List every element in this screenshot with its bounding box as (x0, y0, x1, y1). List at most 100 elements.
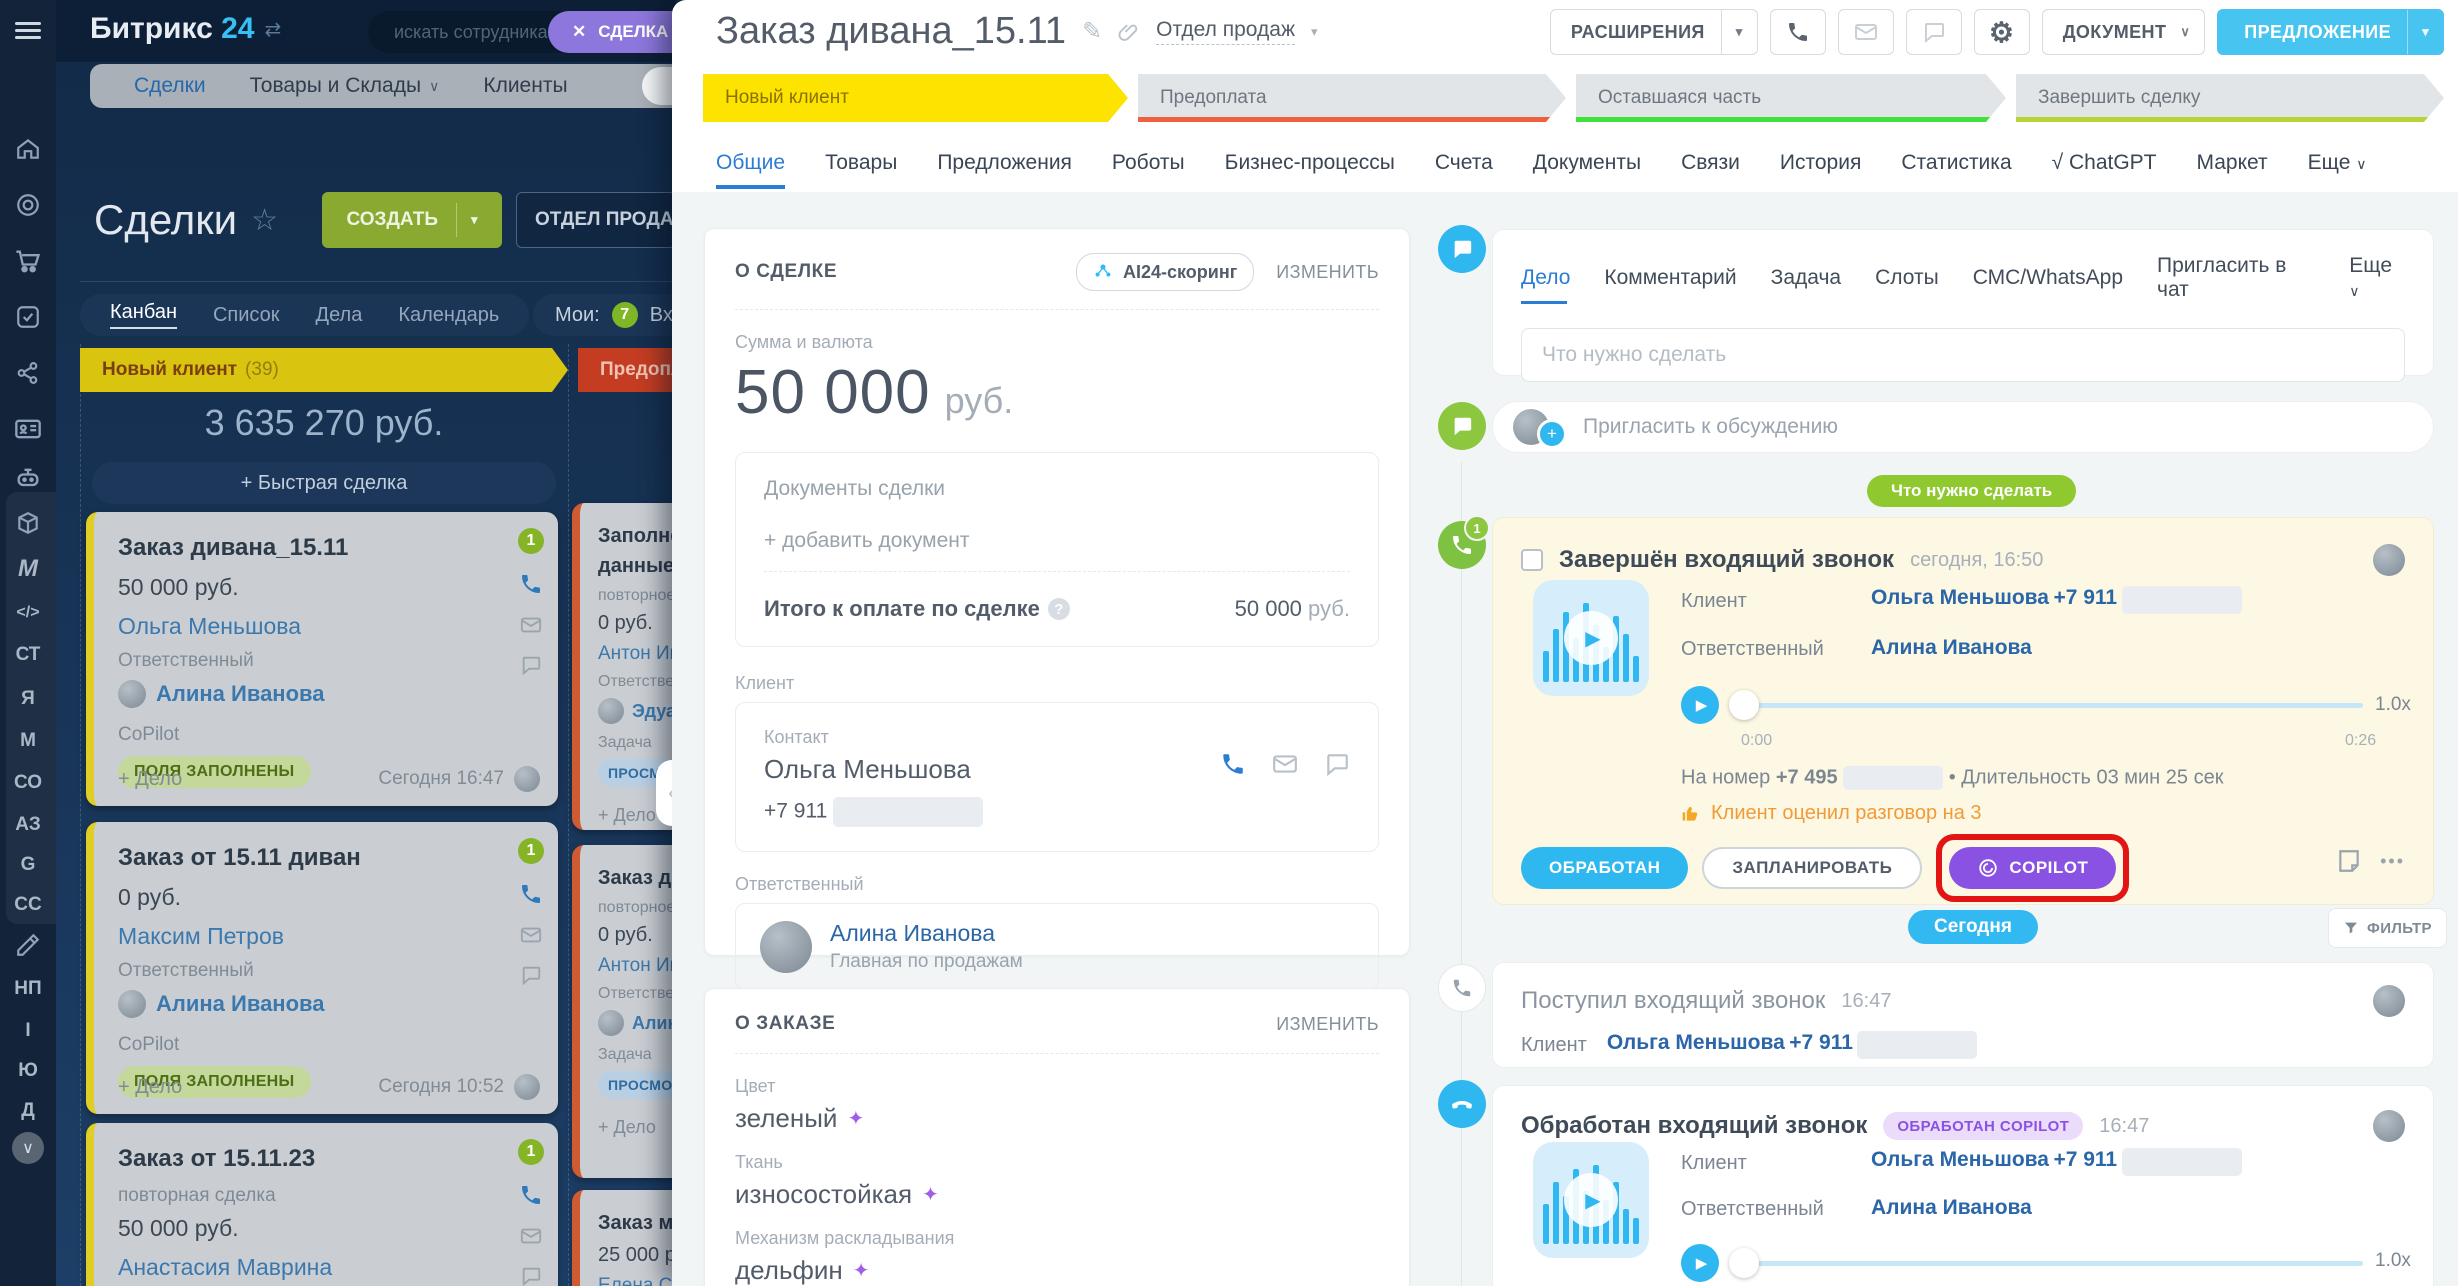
home-icon[interactable] (0, 126, 56, 172)
tl-tab-task[interactable]: Задача (1770, 266, 1842, 289)
responsible-link[interactable]: Алина Иванова (1871, 636, 2032, 659)
code-icon[interactable]: </> (16, 604, 40, 621)
contact-phone[interactable]: +7 911 (764, 797, 1350, 827)
tab-links[interactable]: Связи (1681, 151, 1740, 174)
add-activity-link[interactable]: + Дело (118, 767, 183, 790)
view-list[interactable]: Список (212, 303, 280, 326)
tasks-icon[interactable] (0, 294, 56, 340)
phone-icon[interactable] (519, 572, 543, 596)
mail-icon[interactable] (520, 614, 542, 636)
star-icon[interactable]: ☆ (251, 203, 279, 237)
app-ct-icon[interactable]: СТ (15, 644, 41, 665)
audio-handle[interactable] (1729, 1248, 1759, 1278)
responsible-link[interactable]: Алина Иванова (156, 681, 325, 706)
stage-column-prepayment[interactable]: Предоплата(3 (578, 348, 676, 392)
app-np-icon[interactable]: НП (14, 978, 42, 999)
edit-link[interactable]: ИЗМЕНИТЬ (1276, 1013, 1379, 1034)
mail-icon[interactable] (520, 924, 542, 946)
phone-icon[interactable] (519, 882, 543, 906)
tl-tab-more[interactable]: Еще ∨ (2349, 254, 2392, 299)
crm-target-icon[interactable] (0, 182, 56, 228)
extensions-button[interactable]: РАСШИРЕНИЯ ▾ (1549, 9, 1758, 55)
app-d-icon[interactable]: Д (21, 1100, 35, 1121)
app-g-icon[interactable]: G (20, 854, 36, 875)
client-phone-link[interactable]: Ольга Меньшова +7 911 (1871, 1148, 2242, 1176)
tab-robots[interactable]: Роботы (1111, 151, 1185, 174)
contact-name-link[interactable]: Ольга Меньшова (764, 754, 971, 784)
chat-icon[interactable] (520, 964, 542, 986)
deal-card[interactable]: Заказ дивана_15.11 50 000 руб. Ольга Мен… (86, 512, 558, 806)
client-phone-link[interactable]: Ольга Меньшова +7 911 (1871, 586, 2242, 614)
copilot-button[interactable]: COPILOT (1949, 847, 2117, 889)
play-button[interactable]: ▶ (1681, 1244, 1719, 1282)
app-yu-icon[interactable]: Ю (18, 1060, 38, 1081)
stage-column-new-client[interactable]: Новый клиент (39) (80, 348, 568, 392)
chat-icon[interactable] (1324, 751, 1350, 777)
tab-bizproc[interactable]: Бизнес-процессы (1224, 151, 1395, 174)
phone-icon[interactable] (519, 1183, 543, 1207)
tab-invoices[interactable]: Счета (1434, 151, 1493, 174)
menu-icon[interactable] (15, 18, 41, 43)
tl-tab-activity[interactable]: Дело (1521, 266, 1571, 304)
mail-icon[interactable] (520, 1225, 542, 1247)
play-button[interactable]: ▶ (1681, 686, 1719, 724)
tab-general[interactable]: Общие (716, 151, 786, 189)
add-activity-link[interactable]: + Дело (598, 1117, 656, 1137)
chevron-down-icon[interactable]: ▾ (1735, 24, 1743, 39)
department-link[interactable]: Отдел продаж (1156, 18, 1295, 45)
audio-track[interactable] (1743, 1261, 2363, 1266)
paperclip-icon[interactable] (1118, 21, 1140, 43)
processed-button[interactable]: ОБРАБОТАН (1521, 847, 1689, 889)
note-icon[interactable] (2336, 848, 2362, 874)
deal-title[interactable]: Заказ дивана_15.11 (716, 10, 1067, 52)
network-icon[interactable] (0, 350, 56, 396)
invite-discussion-row[interactable]: + Пригласить к обсуждению (1492, 401, 2434, 453)
ai-scoring-button[interactable]: AI24-скоринг (1076, 253, 1255, 291)
app-ss-icon[interactable]: СС (14, 894, 42, 915)
today-pill[interactable]: Сегодня (1908, 910, 2038, 944)
tab-documents[interactable]: Документы (1532, 151, 1642, 174)
stage-prepayment[interactable]: Предоплата (1138, 74, 1566, 122)
sales-dept-button[interactable]: ОТДЕЛ ПРОДАЖ (516, 192, 676, 248)
pen-icon[interactable] (0, 922, 56, 968)
create-deal-button[interactable]: СОЗДАТЬ ▾ (322, 192, 502, 248)
collapse-more-icon[interactable]: ∨ (12, 1132, 44, 1164)
sites-box-icon[interactable] (0, 500, 56, 546)
schedule-button[interactable]: ЗАПЛАНИРОВАТЬ (1702, 847, 1923, 889)
switch-arrows-icon[interactable]: ⇄ (264, 18, 282, 41)
audio-thumbnail[interactable]: ▶ (1533, 1142, 1649, 1258)
gear-icon[interactable]: ⚙ (1973, 9, 2030, 55)
edit-link[interactable]: ИЗМЕНИТЬ (1276, 261, 1379, 282)
tab-products[interactable]: Товары (825, 151, 898, 174)
add-activity-link[interactable]: + Дело (598, 805, 656, 825)
quick-deal-button[interactable]: + Быстрая сделка (92, 462, 556, 504)
tab-quotes[interactable]: Предложения (937, 151, 1072, 174)
view-activities[interactable]: Дела (315, 303, 363, 326)
tab-chatgpt[interactable]: √ ChatGPT (2051, 151, 2157, 174)
tl-tab-invite[interactable]: Пригласить в чат (2157, 254, 2287, 301)
play-icon[interactable]: ▶ (1564, 611, 1618, 665)
phone-icon[interactable] (1220, 751, 1246, 777)
close-icon[interactable]: ✕ (572, 22, 587, 41)
audio-track[interactable] (1743, 703, 2363, 708)
filter-button[interactable]: ФИЛЬТР (2328, 908, 2447, 948)
add-activity-link[interactable]: + Дело (118, 1075, 183, 1098)
view-calendar[interactable]: Календарь (398, 303, 500, 326)
tab-history[interactable]: История (1779, 151, 1862, 174)
offer-button[interactable]: ПРЕДЛОЖЕНИЕ ▾ (2217, 9, 2444, 55)
tl-tab-slots[interactable]: Слоты (1875, 266, 1939, 289)
add-document-link[interactable]: + добавить документ (764, 529, 970, 552)
responsible-link[interactable]: Алина Иванова (156, 991, 325, 1016)
checkbox[interactable] (1521, 549, 1543, 571)
stage-close-deal[interactable]: Завершить сделку (2016, 74, 2444, 122)
tab-market[interactable]: Маркет (2196, 151, 2268, 174)
client-link[interactable]: Елена Смир (598, 1275, 707, 1286)
more-menu-icon[interactable]: ••• (2380, 850, 2405, 871)
chat-icon[interactable] (520, 1265, 542, 1286)
responsible-link[interactable]: Алина Иванова (1871, 1196, 2032, 1219)
tab-statistics[interactable]: Статистика (1901, 151, 2012, 174)
field-value[interactable]: зеленый ✦ (735, 1103, 865, 1133)
client-link[interactable]: Ольга Меньшова (118, 613, 301, 639)
client-link[interactable]: Анастасия Маврина (118, 1254, 333, 1280)
deal-card[interactable]: Заказ от 15.11 диван 0 руб. Максим Петро… (86, 822, 558, 1114)
